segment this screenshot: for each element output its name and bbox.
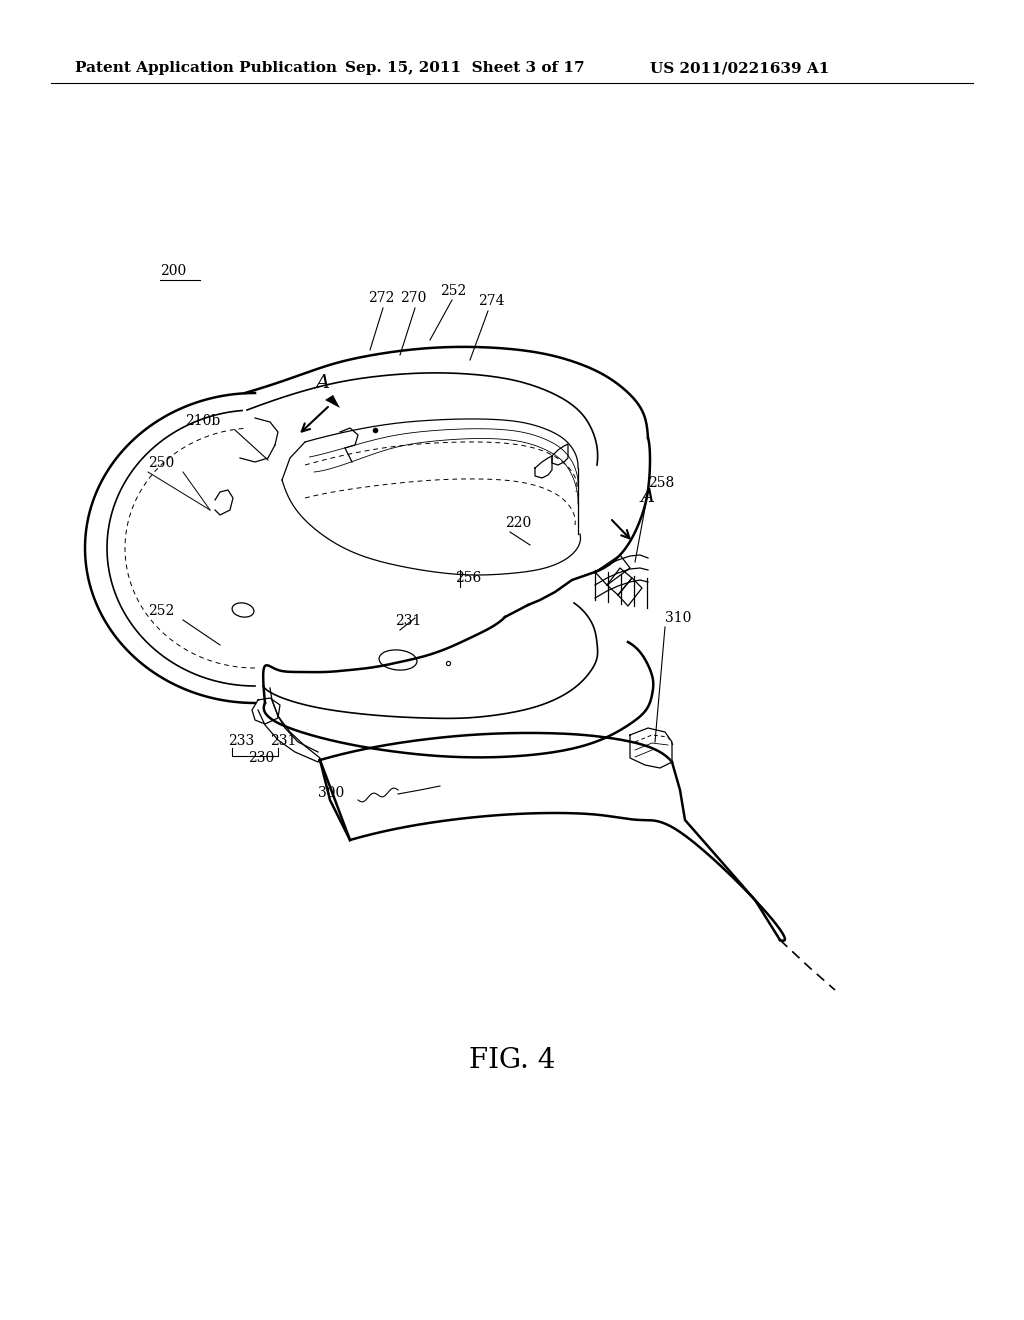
Text: 231: 231: [270, 734, 296, 748]
Text: 256: 256: [455, 572, 481, 585]
Text: 270: 270: [400, 290, 426, 305]
Text: US 2011/0221639 A1: US 2011/0221639 A1: [650, 61, 829, 75]
Text: 233: 233: [228, 734, 254, 748]
Text: 310: 310: [665, 611, 691, 624]
Text: 272: 272: [368, 290, 394, 305]
Text: A: A: [315, 374, 329, 392]
Text: 258: 258: [648, 477, 674, 490]
Text: 200: 200: [160, 264, 186, 279]
Text: Sep. 15, 2011  Sheet 3 of 17: Sep. 15, 2011 Sheet 3 of 17: [345, 61, 585, 75]
Text: 210b: 210b: [185, 414, 220, 428]
Text: 231: 231: [395, 614, 421, 628]
Text: 220: 220: [505, 516, 531, 531]
Text: 250: 250: [148, 455, 174, 470]
Text: 274: 274: [478, 294, 505, 308]
Text: 230: 230: [248, 751, 274, 766]
Text: 252: 252: [148, 605, 174, 618]
Text: 300: 300: [318, 785, 344, 800]
Text: FIG. 4: FIG. 4: [469, 1047, 555, 1073]
Text: Patent Application Publication: Patent Application Publication: [75, 61, 337, 75]
Polygon shape: [325, 395, 340, 408]
Text: A: A: [640, 488, 654, 506]
Text: 252: 252: [440, 284, 466, 298]
